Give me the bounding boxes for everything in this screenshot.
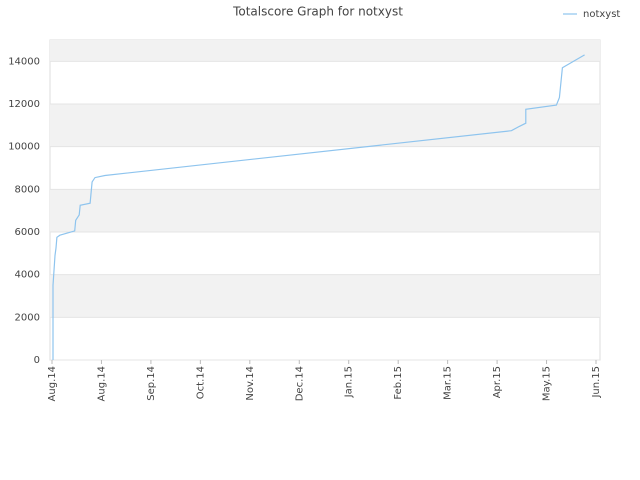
y-tick-label: 12000 [8,99,40,110]
x-tick-label: Mar.15 [443,366,454,400]
x-tick-label: Apr.15 [492,366,503,398]
x-tick-label: Feb.15 [393,366,404,400]
legend-label: notxyst [583,9,620,20]
y-tick-label: 6000 [15,227,40,238]
x-tick-label: Nov.14 [245,366,256,401]
y-tick-label: 8000 [15,184,40,195]
x-tick-label: Oct.14 [195,366,206,399]
x-tick-label: Dec.14 [294,366,305,401]
series-line [52,54,585,360]
y-tick-label: 2000 [15,312,40,323]
x-tick-label: Aug.14 [96,366,107,401]
y-tick-label: 4000 [15,270,40,281]
x-tick-label: Sep.14 [146,366,157,401]
y-tick-label: 10000 [8,142,40,153]
grid-band [50,189,600,232]
x-tick-label: Aug.14 [47,366,58,401]
grid-band [50,274,600,318]
x-tick-label: Jan.15 [344,366,355,398]
grid-band [50,40,600,62]
y-tick-label: 0 [34,355,40,366]
chart-title: Totalscore Graph for notxyst [232,5,403,19]
x-tick-label: Jun.15 [591,366,602,399]
grid-band [50,104,600,147]
x-tick-label: May.15 [542,366,553,401]
y-tick-label: 14000 [8,56,40,67]
